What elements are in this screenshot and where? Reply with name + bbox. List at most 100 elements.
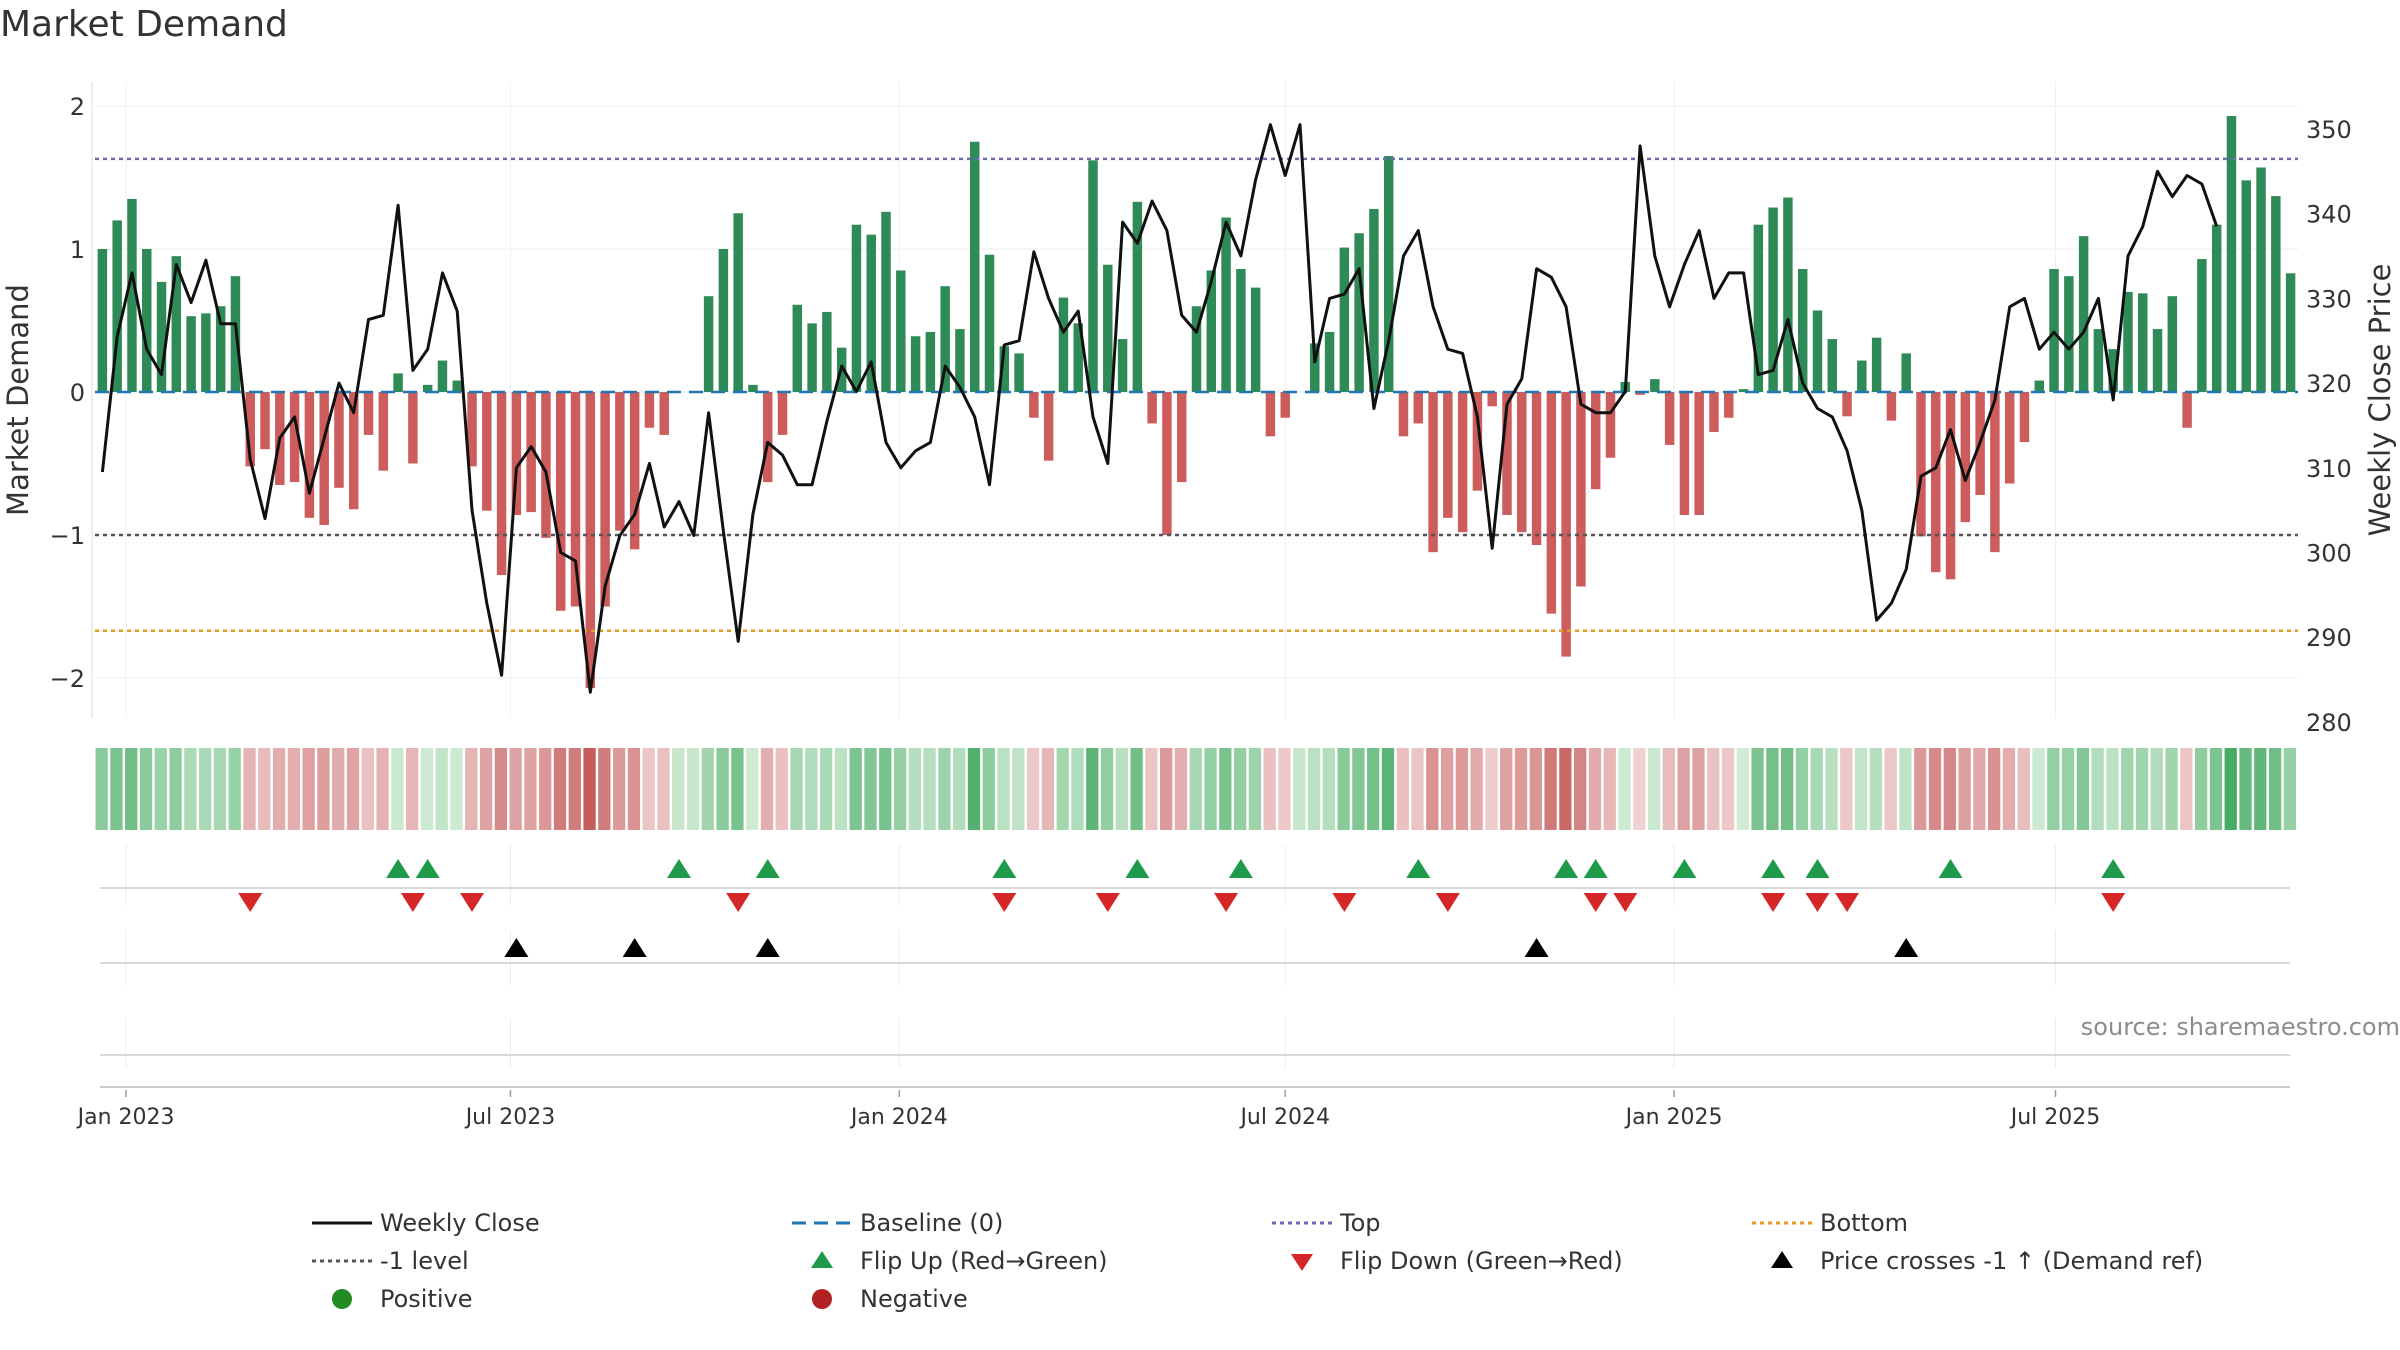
legend-line-icon [312, 1221, 372, 1225]
strip-cell [1337, 748, 1350, 830]
strip-cell [1307, 748, 1321, 830]
signal-panels [100, 845, 2290, 1088]
strip-cell [184, 748, 197, 830]
demand-bar [807, 323, 817, 392]
demand-bar [1265, 392, 1276, 437]
demand-bar [2197, 259, 2207, 392]
flip-down-marker [1435, 893, 1460, 912]
demand-bar [304, 392, 315, 518]
weekly-close-line [100, 123, 2219, 694]
demand-bar [1931, 392, 1941, 573]
demand-bar [822, 311, 832, 392]
flip-down-marker [460, 893, 485, 912]
demand-bar [896, 270, 906, 392]
demand-bar [127, 198, 137, 392]
strip-cell [1233, 748, 1247, 830]
legend-label: -1 level [380, 1247, 469, 1275]
strip-cell [243, 748, 256, 830]
demand-bar [1502, 392, 1512, 515]
strip-cell [2224, 748, 2237, 830]
y2-tick-label: 290 [2306, 624, 2352, 652]
strip-cell [1899, 748, 1912, 830]
strip-cell [1662, 748, 1676, 830]
strip-cell [1204, 748, 1217, 830]
demand-bar [1664, 392, 1675, 445]
demand-bar [1043, 392, 1054, 461]
demand-bar [955, 329, 965, 392]
demand-bar [2123, 291, 2133, 392]
strip-cell [1130, 748, 1143, 830]
strip-cell [775, 748, 788, 830]
strip-cell [213, 748, 227, 830]
demand-bar [2004, 392, 2015, 484]
demand-bar [2019, 392, 2030, 443]
market-demand-chart: 2 1 0 −1 −2 350 340 330 320 310 300 290 280 Market De… [1, 82, 2397, 1130]
strip-cell [2047, 748, 2060, 830]
strip-cell [465, 748, 478, 830]
demand-bar [1383, 156, 1394, 392]
strip-cell [139, 748, 153, 830]
demand-bar [925, 331, 936, 392]
demand-bar [1945, 392, 1956, 580]
strip-cell [1100, 748, 1114, 830]
legend-top: Top [1272, 1208, 1381, 1238]
flip-up-marker [1554, 859, 1579, 878]
demand-bar [1206, 270, 1217, 392]
demand-bar [718, 249, 729, 392]
legend-label: Flip Up (Red→Green) [860, 1247, 1108, 1275]
demand-bar [526, 392, 536, 513]
demand-bar [1162, 392, 1172, 535]
legend-dotted-icon [1752, 1221, 1812, 1225]
demand-bar [1635, 392, 1645, 395]
demand-bar [940, 286, 950, 392]
flip-up-marker [667, 859, 692, 878]
strip-cell [2209, 748, 2223, 830]
flip-up-marker [1583, 859, 1608, 878]
demand-bar [378, 392, 389, 471]
strip-cell [982, 748, 995, 830]
strip-cell [494, 748, 507, 830]
reference-lines [95, 157, 2298, 633]
y-tick-label: 0 [70, 379, 85, 407]
flip-up-marker [1406, 859, 1431, 878]
strip-cell [1810, 748, 1823, 830]
y2-tick-label: 340 [2306, 201, 2352, 229]
strip-cell [1293, 748, 1306, 830]
demand-bar [733, 213, 743, 392]
demand-bar [2256, 167, 2266, 392]
price-cross-marker [504, 938, 529, 957]
demand-bar [1369, 208, 1379, 392]
demand-bar [999, 346, 1010, 392]
flip-down-marker [1613, 893, 1638, 912]
demand-bar [600, 392, 610, 607]
strip-cell [731, 748, 744, 830]
x-tick-label: Jul 2023 [464, 1105, 556, 1130]
circle-icon [812, 1289, 832, 1309]
strip-cell [1470, 748, 1483, 830]
strip-cell [1988, 748, 2001, 830]
strip-cell [1411, 748, 1424, 830]
strip-cell [568, 748, 581, 830]
demand-bar [748, 384, 758, 392]
demand-bar [1398, 392, 1409, 437]
strip-cell [1751, 748, 1764, 830]
strip-cell [2135, 748, 2149, 830]
demand-bar [1753, 224, 1764, 392]
strip-cell [539, 748, 552, 830]
y2-tick-label: 350 [2306, 116, 2352, 144]
strip-cell [317, 748, 330, 830]
strip-cell [332, 748, 345, 830]
demand-bar [260, 392, 270, 450]
demand-bar [777, 392, 788, 435]
strip-cell [819, 748, 833, 830]
demand-bar [1221, 217, 1231, 392]
legend: Weekly Close Baseline (0) Top Bottom -1 … [0, 1208, 2400, 1338]
flip-down-marker [2101, 893, 2126, 912]
demand-bar [866, 234, 876, 392]
demand-bar [511, 392, 522, 515]
strip-cell [2239, 748, 2252, 830]
strip-cell [746, 748, 759, 830]
strip-cell [1514, 748, 1528, 830]
demand-bar [2285, 273, 2296, 392]
strip-cell [154, 748, 167, 830]
